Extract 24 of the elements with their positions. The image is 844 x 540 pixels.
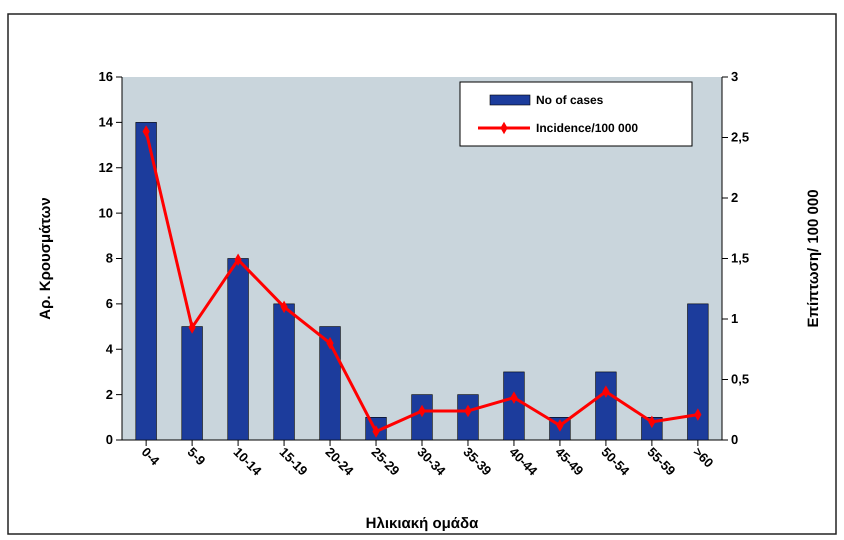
x-axis-title: Ηλικιακή ομάδα	[366, 515, 480, 532]
x-tick-label: 0-4	[138, 444, 164, 469]
y2-tick-label: 1,5	[731, 250, 750, 266]
y-tick-label: 8	[106, 250, 113, 266]
y2-tick-label: 3	[731, 69, 738, 84]
y-tick-label: 12	[98, 160, 113, 175]
y-tick-label: 14	[98, 114, 114, 130]
y-tick-label: 16	[98, 69, 113, 84]
y-tick-label: 4	[106, 341, 114, 356]
y2-tick-label: 2,5	[731, 130, 750, 145]
y2-tick-label: 2	[731, 190, 738, 206]
y-tick-label: 6	[106, 296, 113, 312]
y-axis-title: Αρ. Κρουσμάτων	[37, 197, 54, 320]
legend-label: Incidence/100 000	[536, 121, 638, 135]
y2-tick-label: 0,5	[731, 372, 750, 387]
y-tick-label: 10	[98, 205, 113, 220]
x-tick-label: >60	[690, 444, 717, 471]
y2-tick-label: 1	[731, 311, 738, 326]
legend-label: No of cases	[536, 93, 604, 107]
y-tick-label: 2	[106, 386, 113, 402]
x-tick-label: 5-9	[184, 444, 208, 468]
y2-axis-title: Επίπτωση/ 100 000	[805, 189, 822, 328]
y2-tick-label: 0	[731, 432, 738, 448]
y-tick-label: 0	[106, 432, 113, 448]
